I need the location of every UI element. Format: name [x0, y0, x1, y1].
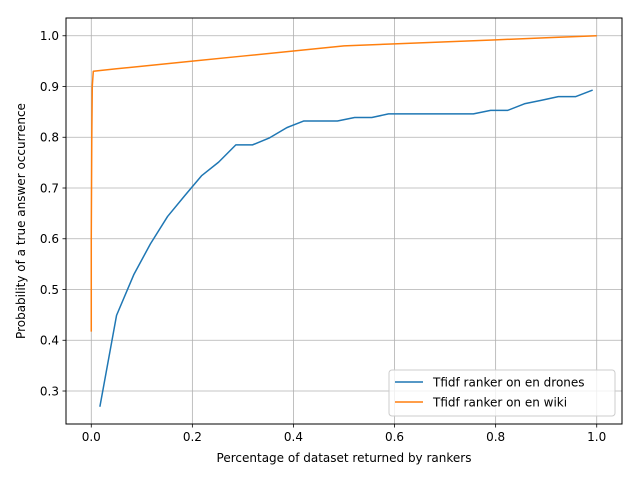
x-tick-label: 0.6 — [385, 430, 404, 444]
plot-frame — [65, 17, 623, 425]
x-tick-label: 0.4 — [284, 430, 303, 444]
y-tick-label: 0.3 — [40, 384, 59, 398]
y-axis-title: Probability of a true answer occurrence — [14, 103, 28, 339]
y-tick-label: 0.5 — [40, 283, 59, 297]
series-line-1 — [90, 35, 597, 332]
y-tick-label: 0.4 — [40, 334, 59, 348]
x-axis-title: Percentage of dataset returned by ranker… — [217, 451, 472, 465]
y-tick-label: 0.8 — [40, 131, 59, 145]
legend-label-wiki: Tfidf ranker on en wiki — [432, 395, 567, 409]
x-tick-label: 0.0 — [82, 430, 101, 444]
y-tick-label: 0.9 — [40, 80, 59, 94]
legend-box — [388, 369, 616, 417]
series-line-0 — [99, 89, 593, 407]
axis-ticks: 0.0 0.2 0.4 0.6 0.8 1.0 0.3 0.4 0.5 0.6 0.7 0.8 0.9 1… — [40, 29, 606, 444]
legend: Tfidf ranker on en drones Tfidf ranker o… — [388, 369, 616, 417]
x-tick-label: 0.8 — [486, 430, 505, 444]
x-tick-label: 1.0 — [587, 430, 606, 444]
series-lines — [90, 35, 597, 407]
y-tick-label: 1.0 — [40, 29, 59, 43]
y-tick-label: 0.6 — [40, 232, 59, 246]
legend-label-drones: Tfidf ranker on en drones — [432, 375, 585, 389]
grid-lines — [66, 18, 622, 424]
y-tick-label: 0.7 — [40, 181, 59, 195]
x-tick-label: 0.2 — [183, 430, 202, 444]
